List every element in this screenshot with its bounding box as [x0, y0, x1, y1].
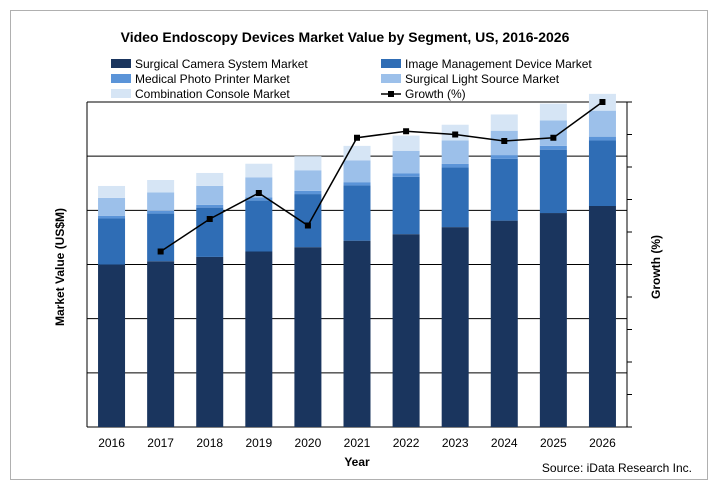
legend: Surgical Camera System Market Image Manag…	[111, 57, 592, 101]
bar-segment	[147, 192, 175, 211]
bar-segment	[294, 194, 322, 248]
bar-segment	[392, 173, 420, 177]
bar-segment	[392, 234, 420, 427]
growth-marker	[599, 99, 606, 105]
x-tick-label: 2019	[245, 436, 272, 450]
bar-segment	[245, 163, 273, 178]
bar-segment	[98, 215, 126, 219]
bar-segment	[441, 167, 469, 228]
bar-segment	[392, 135, 420, 151]
growth-marker	[304, 222, 311, 229]
chart-frame	[10, 10, 708, 480]
legend-marker	[388, 91, 394, 97]
bar-segment	[98, 185, 126, 198]
bar-segment	[294, 156, 322, 171]
bar-segment	[392, 176, 420, 235]
bar-segment	[294, 170, 322, 191]
bar-segment	[588, 206, 616, 427]
legend-swatch	[111, 89, 131, 98]
bar-segment	[441, 227, 469, 427]
x-tick-label: 2016	[98, 436, 125, 450]
x-tick-label: 2023	[442, 436, 469, 450]
bar-segment	[294, 247, 322, 427]
bar-segment	[343, 185, 371, 241]
bar-segment	[147, 261, 175, 427]
growth-marker	[255, 190, 262, 196]
x-axis-label: Year	[344, 455, 370, 469]
legend-label: Medical Photo Printer Market	[135, 72, 290, 86]
growth-marker	[403, 128, 410, 135]
bar-segment	[245, 200, 273, 252]
bar-segment	[245, 251, 273, 427]
bar-segment	[245, 197, 273, 201]
legend-swatch	[381, 59, 401, 68]
bar-segment	[98, 197, 126, 216]
bar-segment	[196, 256, 224, 427]
growth-line	[160, 101, 603, 253]
bar-segment	[147, 180, 175, 193]
legend-swatch	[381, 74, 401, 83]
legend-label: Growth (%)	[405, 87, 466, 101]
x-tick-label: 2024	[491, 436, 518, 450]
bar-segment	[588, 136, 616, 141]
bar-segment	[196, 207, 224, 257]
legend-swatch	[111, 59, 131, 68]
bar-segment	[196, 204, 224, 208]
bar-segment	[490, 220, 518, 427]
legend-label: Surgical Light Source Market	[405, 72, 560, 86]
bar-segment	[490, 114, 518, 131]
x-tick-label: 2022	[393, 436, 420, 450]
bar-segment	[147, 210, 175, 214]
bar-segment	[343, 240, 371, 427]
bar-segment	[245, 177, 273, 198]
bar-segment	[441, 140, 469, 164]
x-tick-label: 2021	[344, 436, 371, 450]
bar-segment	[588, 140, 616, 206]
bar-segment	[539, 120, 567, 146]
legend-label: Combination Console Market	[135, 87, 290, 101]
bar-segment	[196, 185, 224, 205]
bar-segment	[98, 218, 126, 265]
bar-segment	[196, 172, 224, 186]
plot-area: 2016 2017 2018 2019 2020 2021 2022 2023 2024 2025…	[86, 93, 632, 450]
bar-segment	[294, 190, 322, 195]
x-tick-label: 2020	[295, 436, 322, 450]
chart-title: Video Endoscopy Devices Market Value by …	[121, 29, 570, 45]
bar-segment	[98, 264, 126, 427]
bar-segment	[588, 110, 616, 137]
x-tick-label: 2018	[196, 436, 223, 450]
legend-label: Image Management Device Market	[405, 57, 592, 71]
bar-segment	[490, 155, 518, 159]
source-note: Source: iData Research Inc.	[542, 461, 692, 475]
growth-marker	[354, 134, 360, 141]
bar-segment	[539, 149, 567, 214]
legend-swatch	[111, 74, 131, 83]
bar-segment	[539, 145, 567, 150]
y-axis-label: Market Value (US$M)	[53, 208, 67, 326]
growth-marker	[206, 216, 213, 222]
y2-axis-label: Growth (%)	[649, 235, 663, 299]
bar-segment	[343, 160, 371, 183]
growth-marker	[452, 131, 459, 138]
bar-segment	[441, 163, 469, 168]
bar-segment	[539, 103, 567, 121]
x-tick-label: 2025	[540, 436, 567, 450]
bar-segment	[539, 213, 567, 427]
bar-segment	[343, 182, 371, 186]
growth-marker	[501, 138, 508, 144]
bar-segment	[490, 158, 518, 221]
growth-marker	[550, 134, 557, 141]
x-tick-label: 2026	[589, 436, 616, 450]
x-tick-label: 2017	[147, 436, 174, 450]
legend-label: Surgical Camera System Market	[135, 57, 308, 71]
bar-segment	[392, 150, 420, 174]
growth-marker	[157, 248, 164, 255]
